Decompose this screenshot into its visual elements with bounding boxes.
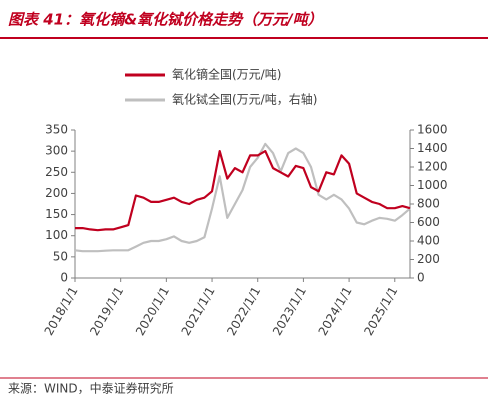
y-tick-label: 100 bbox=[45, 228, 68, 242]
y2-tick-label: 800 bbox=[417, 197, 440, 211]
x-tick-label: 2019/1/1 bbox=[87, 284, 126, 338]
y-tick-label: 200 bbox=[45, 186, 68, 200]
y2-tick-label: 400 bbox=[417, 234, 440, 248]
x-tick-label: 2022/1/1 bbox=[224, 284, 263, 338]
chart-title: 图表 41：氧化镝&氧化铽价格走势（万元/吨） bbox=[8, 11, 323, 29]
y2-tick-label: 0 bbox=[417, 271, 425, 285]
y2-tick-label: 1000 bbox=[417, 178, 448, 192]
series-line bbox=[74, 142, 411, 253]
x-tick-label: 2018/1/1 bbox=[42, 284, 81, 338]
y2-tick-label: 600 bbox=[417, 215, 440, 229]
legend-label: 氧化镝全国(万元/吨) bbox=[172, 67, 281, 82]
x-tick-label: 2020/1/1 bbox=[133, 284, 172, 338]
source: 来源：WIND，中泰证券研究所 bbox=[8, 381, 174, 396]
y-tick-label: 0 bbox=[60, 271, 68, 285]
y-tick-label: 250 bbox=[45, 165, 68, 179]
y-tick-label: 150 bbox=[45, 207, 68, 221]
y-tick-label: 50 bbox=[53, 249, 68, 263]
x-tick-label: 2024/1/1 bbox=[316, 284, 355, 338]
y2-tick-label: 1400 bbox=[417, 141, 448, 155]
y-tick-label: 350 bbox=[45, 123, 68, 137]
x-tick-label: 2023/1/1 bbox=[270, 284, 309, 338]
y2-tick-label: 200 bbox=[417, 252, 440, 266]
y2-tick-label: 1200 bbox=[417, 160, 448, 174]
x-tick-label: 2025/1/1 bbox=[361, 284, 400, 338]
legend-label: 氧化铽全国(万元/吨，右轴) bbox=[172, 92, 317, 107]
y-tick-label: 300 bbox=[45, 144, 68, 158]
y2-tick-label: 1600 bbox=[417, 123, 448, 137]
x-tick-label: 2021/1/1 bbox=[179, 284, 218, 338]
series-line bbox=[75, 150, 411, 232]
